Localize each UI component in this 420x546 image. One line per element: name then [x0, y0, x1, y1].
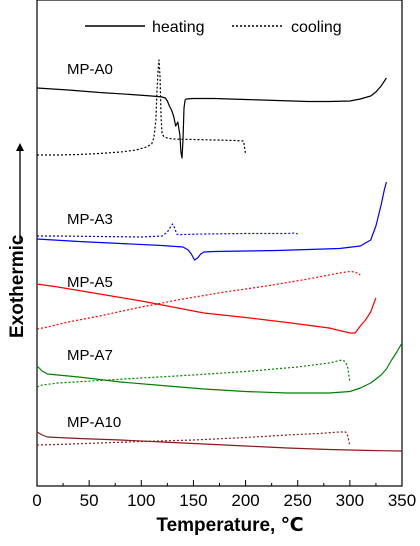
x-axis-title: Temperature, ℃: [156, 515, 303, 536]
series-group: [36, 59, 403, 452]
y-axis-title: Exothermic: [7, 234, 28, 338]
series-label-mp-a0: MP-A0: [67, 61, 113, 78]
mp-a7-cooling-curve: [36, 359, 351, 388]
mp-a5-heating-curve: [36, 283, 377, 334]
x-tick-label-100: 100: [127, 491, 155, 510]
series-label-mp-a7: MP-A7: [67, 347, 113, 364]
legend-heating-label: heating: [152, 19, 205, 36]
series-label-mp-a10: MP-A10: [67, 414, 121, 431]
mp-a0-cooling-curve: [37, 59, 247, 156]
x-axis-ticks: 0 50 100 150 200 250 300 350: [32, 480, 416, 510]
x-tick-label-300: 300: [336, 491, 364, 510]
x-tick-label-250: 250: [284, 491, 312, 510]
legend-cooling-label: cooling: [291, 19, 342, 36]
mp-a3-heating-curve: [36, 181, 387, 261]
series-label-mp-a3: MP-A3: [67, 211, 113, 228]
x-tick-label-0: 0: [32, 491, 41, 510]
y-axis-title-group: Exothermic: [7, 143, 28, 338]
series-labels: MP-A0 MP-A3 MP-A5 MP-A7 MP-A10: [67, 61, 121, 431]
mp-a10-cooling-curve: [36, 431, 351, 447]
x-tick-label-200: 200: [231, 491, 259, 510]
x-tick-label-150: 150: [179, 491, 207, 510]
mp-a3-cooling-curve: [37, 223, 298, 238]
x-tick-label-50: 50: [80, 491, 99, 510]
x-tick-label-350: 350: [388, 491, 416, 510]
mp-a10-heating-curve: [36, 431, 403, 452]
series-label-mp-a5: MP-A5: [67, 274, 113, 291]
mp-a5-cooling-curve: [36, 270, 361, 330]
mp-a0-heating-curve: [36, 77, 387, 159]
mp-a7-heating-curve: [36, 342, 403, 394]
y-axis-arrow-icon: [16, 143, 24, 151]
legend: heating cooling: [85, 19, 342, 36]
